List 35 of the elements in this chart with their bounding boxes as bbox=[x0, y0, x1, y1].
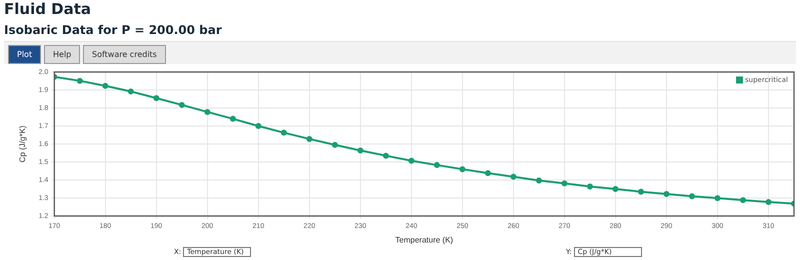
point bbox=[586, 183, 593, 190]
point bbox=[357, 147, 364, 154]
point bbox=[408, 158, 414, 164]
point bbox=[765, 198, 772, 205]
y-axis-title: Cp (J/g*K) bbox=[18, 125, 28, 162]
point bbox=[128, 88, 134, 94]
chart-title: Fluid Data bbox=[4, 0, 92, 18]
point bbox=[153, 95, 160, 102]
point bbox=[255, 123, 262, 129]
point bbox=[280, 130, 287, 136]
text: Software credits bbox=[83, 45, 166, 64]
point bbox=[178, 102, 185, 108]
point bbox=[714, 195, 720, 202]
x-axis-title: Temperature (K) bbox=[395, 235, 454, 244]
point bbox=[434, 162, 440, 168]
text: Plot bbox=[8, 45, 42, 64]
point bbox=[688, 193, 695, 200]
point bbox=[230, 116, 236, 122]
point bbox=[510, 174, 516, 180]
point bbox=[740, 197, 746, 204]
point bbox=[612, 186, 618, 192]
point bbox=[663, 191, 670, 198]
point bbox=[204, 108, 210, 115]
point bbox=[76, 78, 83, 84]
text: Help bbox=[44, 45, 80, 64]
point bbox=[561, 180, 568, 186]
chart-subtitle: Isobaric Data for P = 200.00 bar bbox=[4, 23, 222, 37]
point bbox=[484, 170, 491, 176]
point bbox=[332, 142, 338, 148]
point bbox=[459, 166, 466, 172]
point bbox=[536, 178, 542, 184]
point bbox=[102, 82, 108, 89]
point bbox=[382, 152, 389, 159]
point bbox=[638, 188, 644, 195]
point bbox=[306, 136, 312, 142]
